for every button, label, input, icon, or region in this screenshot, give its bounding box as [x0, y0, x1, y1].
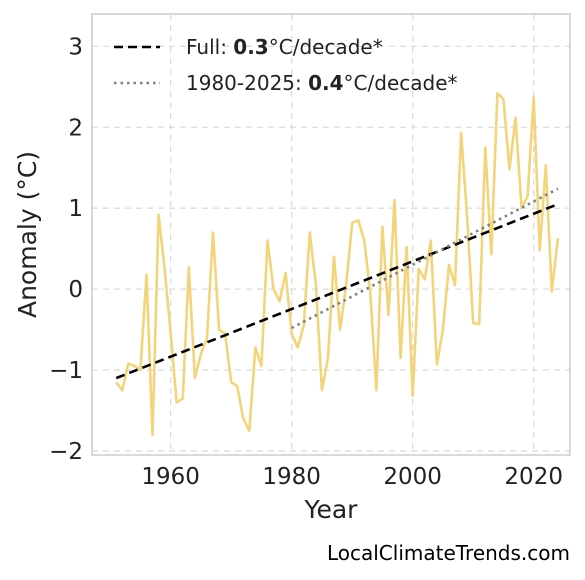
y-tick-label: 3: [68, 34, 83, 60]
plot-frame: [91, 13, 571, 456]
legend-entry-full: Full: 0.3°C/decade*: [186, 35, 383, 59]
y-tick-label: 1: [68, 196, 83, 222]
legend-full-unit: °C/decade*: [269, 35, 383, 59]
y-axis-label: Anomaly (°C): [13, 151, 42, 318]
y-axis-ticks: −2 −1 0 1 2 3: [49, 34, 83, 465]
legend-recent-unit: °C/decade*: [344, 71, 458, 95]
site-credit: LocalClimateTrends.com: [327, 541, 570, 565]
legend-entry-1980-2025: 1980-2025: 0.4°C/decade*: [186, 71, 458, 95]
trend-line-full: [115, 202, 559, 380]
x-tick-label: 1960: [141, 464, 200, 490]
anomaly-series-line: [115, 92, 560, 437]
y-tick-label: 0: [68, 277, 83, 303]
x-tick-label: 2020: [504, 464, 563, 490]
y-tick-label: −1: [49, 358, 83, 384]
legend-recent-label: 1980-2025:: [186, 71, 308, 95]
legend-full-value: 0.3: [233, 35, 268, 59]
trend-line-1980-2025: [291, 187, 559, 330]
y-tick-label: 2: [68, 115, 83, 141]
x-axis-ticks: 1960 1980 2000 2020: [141, 464, 563, 490]
legend-full-label: Full:: [186, 35, 233, 59]
x-axis-label: Year: [304, 495, 359, 524]
series-layer: [115, 92, 560, 437]
legend-recent-value: 0.4: [308, 71, 343, 95]
y-tick-label: −2: [49, 439, 83, 465]
legend: Full: 0.3°C/decade* 1980-2025: 0.4°C/dec…: [114, 35, 458, 95]
grid: [92, 14, 570, 455]
x-tick-label: 2000: [383, 464, 442, 490]
x-tick-label: 1980: [262, 464, 321, 490]
